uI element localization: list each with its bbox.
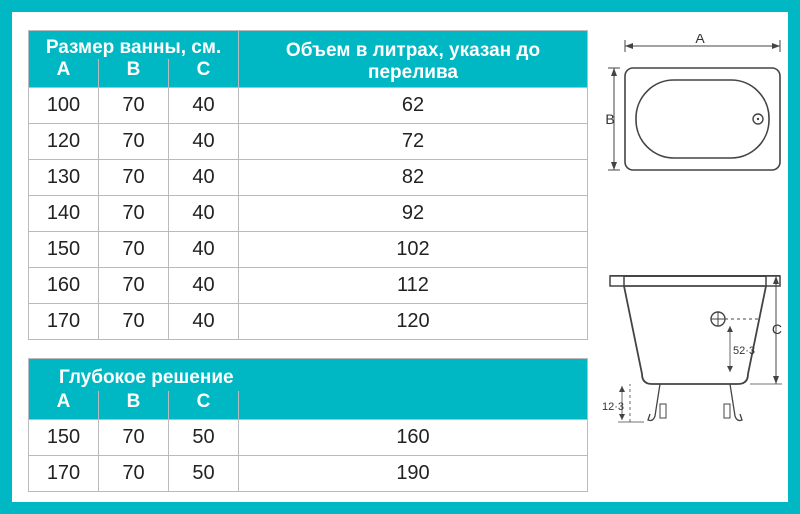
label-a: A bbox=[695, 34, 705, 46]
cell-b: 70 bbox=[99, 268, 169, 304]
cell-v: 190 bbox=[239, 456, 588, 492]
size-header: Размер ванны, см. bbox=[29, 31, 239, 60]
deep-solution-table: Глубокое решение A B C 15070501601707050… bbox=[28, 358, 588, 492]
cell-a: 160 bbox=[29, 268, 99, 304]
cell-v: 82 bbox=[239, 160, 588, 196]
dim-12-3: 12·3 bbox=[602, 401, 624, 413]
table1-body: 1007040621207040721307040821407040921507… bbox=[29, 88, 588, 340]
cell-b: 70 bbox=[99, 420, 169, 456]
col-v-header-2 bbox=[239, 391, 588, 420]
cell-v: 120 bbox=[239, 304, 588, 340]
size-volume-table: Размер ванны, см. Объем в литрах, указан… bbox=[28, 30, 588, 340]
col-c-header: C bbox=[169, 59, 239, 88]
deep-header: Глубокое решение bbox=[29, 359, 588, 392]
table2-body: 15070501601707050190 bbox=[29, 420, 588, 492]
table-row: 1507040102 bbox=[29, 232, 588, 268]
cell-c: 40 bbox=[169, 196, 239, 232]
cell-v: 160 bbox=[239, 420, 588, 456]
cell-b: 70 bbox=[99, 196, 169, 232]
diagram-column: A B bbox=[600, 30, 785, 484]
cell-c: 50 bbox=[169, 456, 239, 492]
table-row: 120704072 bbox=[29, 124, 588, 160]
table-row: 1507050160 bbox=[29, 420, 588, 456]
dim-52-3: 52·3 bbox=[733, 345, 755, 357]
table-row: 140704092 bbox=[29, 196, 588, 232]
table-row: 100704062 bbox=[29, 88, 588, 124]
col-b-header: B bbox=[99, 59, 169, 88]
col-b-header-2: B bbox=[99, 391, 169, 420]
cell-c: 40 bbox=[169, 160, 239, 196]
cell-v: 102 bbox=[239, 232, 588, 268]
bathtub-side-diagram: 52·3 C 12·3 bbox=[600, 254, 785, 444]
label-b: B bbox=[605, 111, 614, 127]
cell-a: 140 bbox=[29, 196, 99, 232]
cell-b: 70 bbox=[99, 304, 169, 340]
cell-b: 70 bbox=[99, 124, 169, 160]
cell-c: 40 bbox=[169, 124, 239, 160]
cell-v: 62 bbox=[239, 88, 588, 124]
cell-v: 112 bbox=[239, 268, 588, 304]
cell-a: 130 bbox=[29, 160, 99, 196]
bathtub-top-diagram: A B bbox=[600, 34, 785, 184]
volume-header: Объем в литрах, указан до перелива bbox=[239, 31, 588, 88]
cell-b: 70 bbox=[99, 88, 169, 124]
page: Размер ванны, см. Объем в литрах, указан… bbox=[12, 12, 788, 502]
cell-a: 150 bbox=[29, 232, 99, 268]
cell-a: 120 bbox=[29, 124, 99, 160]
cell-c: 40 bbox=[169, 268, 239, 304]
label-c: C bbox=[772, 321, 782, 337]
cell-a: 170 bbox=[29, 304, 99, 340]
table-row: 1707050190 bbox=[29, 456, 588, 492]
cell-a: 100 bbox=[29, 88, 99, 124]
cell-c: 50 bbox=[169, 420, 239, 456]
cell-b: 70 bbox=[99, 232, 169, 268]
col-a-header-2: A bbox=[29, 391, 99, 420]
tables-column: Размер ванны, см. Объем в литрах, указан… bbox=[28, 30, 588, 484]
cell-c: 40 bbox=[169, 304, 239, 340]
cell-a: 170 bbox=[29, 456, 99, 492]
cell-a: 150 bbox=[29, 420, 99, 456]
cell-b: 70 bbox=[99, 456, 169, 492]
cell-v: 72 bbox=[239, 124, 588, 160]
table-row: 130704082 bbox=[29, 160, 588, 196]
col-c-header-2: C bbox=[169, 391, 239, 420]
cell-b: 70 bbox=[99, 160, 169, 196]
table-row: 1607040112 bbox=[29, 268, 588, 304]
table-row: 1707040120 bbox=[29, 304, 588, 340]
cell-c: 40 bbox=[169, 88, 239, 124]
cell-c: 40 bbox=[169, 232, 239, 268]
col-a-header: A bbox=[29, 59, 99, 88]
cell-v: 92 bbox=[239, 196, 588, 232]
